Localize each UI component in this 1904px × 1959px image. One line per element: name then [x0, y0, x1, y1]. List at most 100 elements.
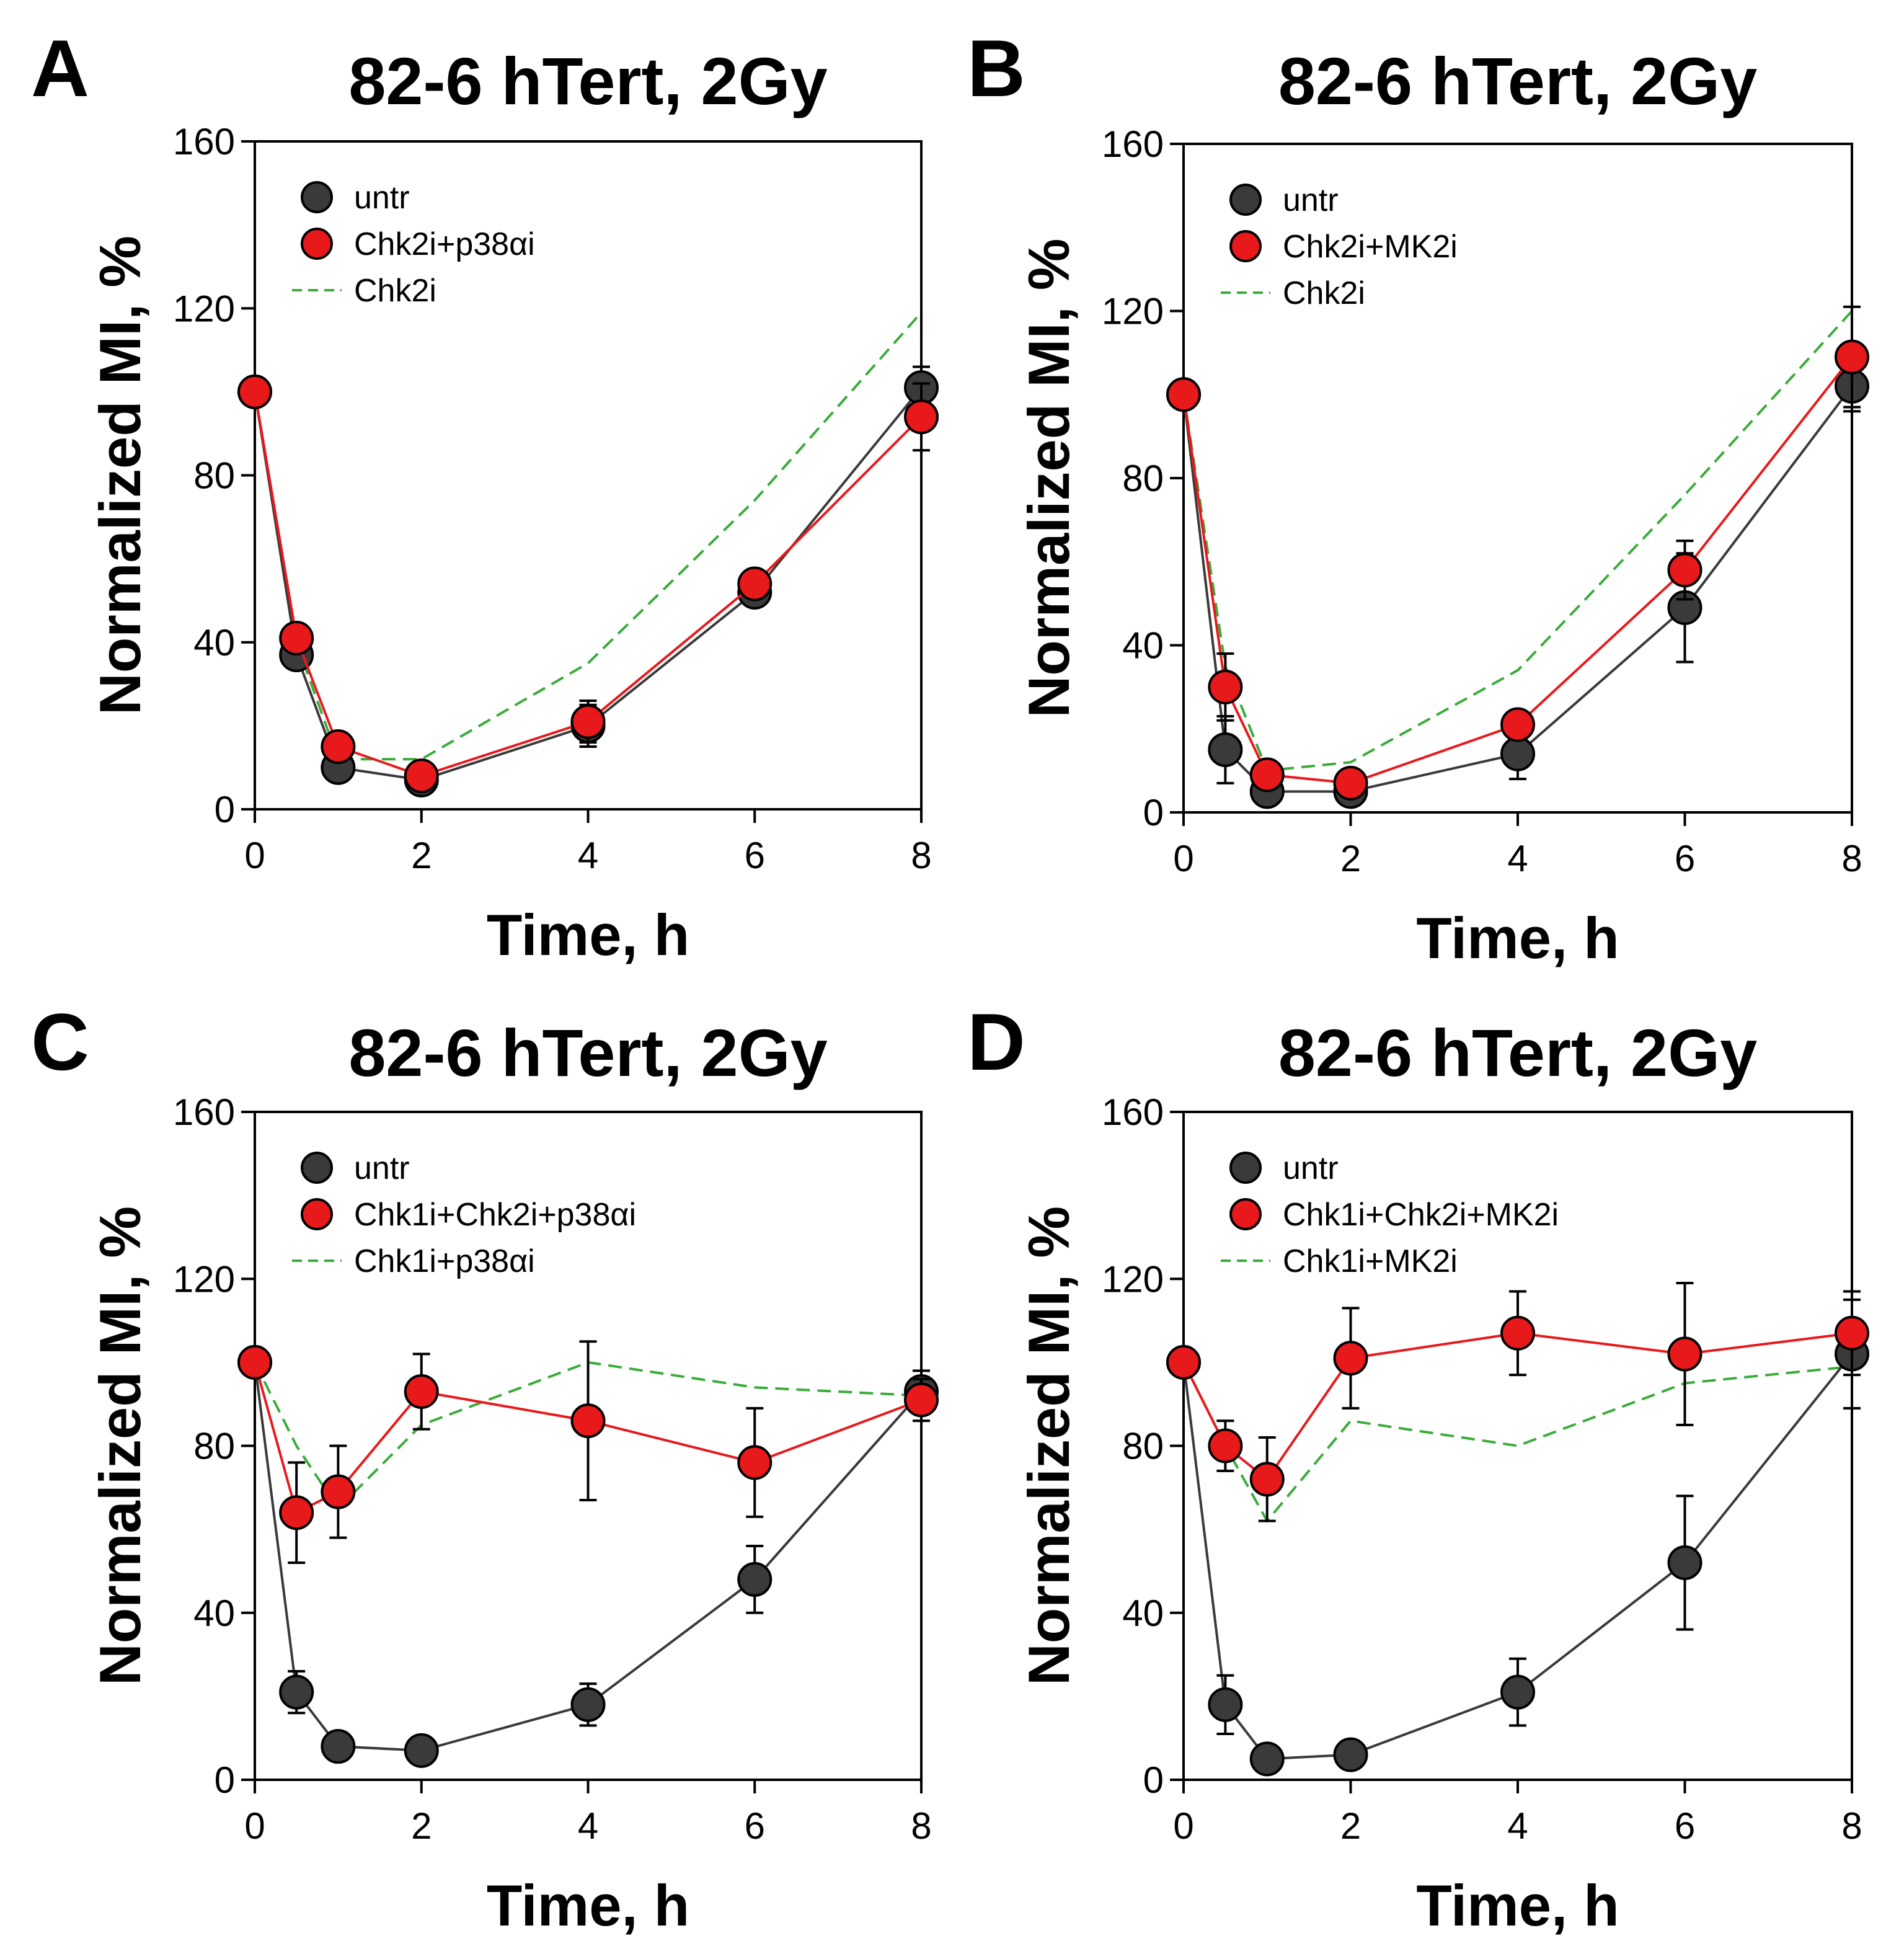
data-point-untr [1667, 1545, 1703, 1580]
data-point-chk1i-chk2i-mk2i [1249, 1462, 1285, 1497]
legend: untr Chk1i+Chk2i+MK2i Chk1i+MK2i [1221, 1150, 1559, 1279]
legend-swatch-chk2i-mk2i [1229, 230, 1262, 262]
data-point-chk2i-p38-i [904, 399, 939, 435]
series-line-chk2i [1182, 310, 1853, 772]
panel-c: C 82-6 hTert, 2Gy 0 40 80 120 160 0 2 4 6 8 Time, h N… [31, 997, 939, 1938]
y-axis-title: Normalized MI, % [1016, 1206, 1081, 1686]
x-axis-title: Time, h [1416, 1873, 1619, 1938]
legend-label: untr [1283, 182, 1339, 218]
x-axis-title: Time, h [1416, 905, 1619, 971]
legend-label: Chk1i+MK2i [1283, 1243, 1458, 1279]
y-tick-label: 120 [1102, 1258, 1164, 1300]
x-tick-label: 0 [1173, 1805, 1193, 1847]
legend-label: Chk2i [354, 273, 436, 309]
data-point-chk2i-mk2i [1333, 765, 1368, 801]
data-point-chk2i-p38-i [279, 621, 314, 656]
x-tick-label: 0 [244, 1805, 265, 1847]
legend-label: untr [1283, 1150, 1339, 1186]
legend-swatch-untr [301, 1152, 333, 1184]
legend-label: untr [354, 180, 410, 216]
legend-swatch-untr [301, 181, 333, 213]
chart-title: 82-6 hTert, 2Gy [1278, 1015, 1757, 1090]
data-point-chk1i-chk2i-mk2i [1208, 1428, 1243, 1464]
legend-swatch-untr [1229, 184, 1262, 216]
data-point-chk1i-chk2i-mk2i [1500, 1315, 1535, 1351]
legend-label: Chk1i+p38αi [354, 1243, 535, 1279]
legend-swatch-chk1i-chk2i-mk2i [1229, 1198, 1262, 1230]
data-point-untr [1500, 1674, 1535, 1710]
data-point-chk1i-chk2i-p38-i [321, 1474, 356, 1509]
legend-swatch-chk2i-p38-i [301, 228, 333, 260]
y-tick-label: 40 [193, 1593, 235, 1634]
data-point-chk2i-mk2i [1208, 669, 1243, 704]
x-tick-label: 6 [745, 1805, 765, 1847]
y-axis-title: Normalized MI, % [87, 1206, 153, 1686]
data-point-chk1i-chk2i-p38-i [737, 1445, 773, 1480]
x-tick-label: 2 [1340, 1805, 1361, 1847]
x-tick-label: 6 [1675, 838, 1695, 879]
data-point-untr [1208, 732, 1243, 767]
data-point-chk2i-p38-i [404, 758, 439, 794]
y-tick-label: 80 [193, 1426, 235, 1467]
y-tick-label: 160 [173, 121, 235, 162]
legend: untr Chk2i+p38αi Chk2i [292, 180, 535, 309]
data-point-untr [570, 1687, 606, 1722]
data-point-untr [404, 1733, 439, 1768]
data-point-chk1i-chk2i-p38-i [237, 1344, 272, 1380]
legend-label: untr [354, 1150, 410, 1186]
y-tick-label: 0 [215, 789, 235, 830]
legend-label: Chk1i+Chk2i+p38αi [354, 1197, 636, 1233]
data-point-untr [737, 1561, 773, 1597]
data-point-untr [1208, 1687, 1243, 1722]
y-tick-label: 160 [1102, 1091, 1164, 1133]
data-point-chk2i-mk2i [1667, 553, 1703, 588]
data-point-untr [321, 1729, 356, 1764]
data-point-chk2i-p38-i [237, 374, 272, 409]
x-tick-label: 4 [578, 1805, 598, 1847]
data-point-chk1i-chk2i-p38-i [279, 1495, 314, 1530]
data-point-chk1i-chk2i-mk2i [1333, 1341, 1368, 1376]
series-chk1i-mk2i [1182, 1361, 1853, 1524]
panel-a: A 82-6 hTert, 2Gy 0 40 80 120 160 0 2 4 6 8 Time, h N… [31, 23, 939, 967]
legend: untr Chk1i+Chk2i+p38αi Chk1i+p38αi [292, 1150, 636, 1279]
data-point-chk1i-chk2i-mk2i [1667, 1336, 1703, 1372]
legend-label: Chk2i [1283, 275, 1365, 311]
chart-title: 82-6 hTert, 2Gy [348, 43, 827, 118]
series-chk1i-chk2i-mk2i [1166, 1281, 1869, 1522]
panel-d: D 82-6 hTert, 2Gy 0 40 80 120 160 0 2 4 6 8 Time, h N… [967, 997, 1869, 1938]
x-tick-label: 4 [578, 835, 598, 876]
y-tick-label: 120 [173, 1258, 235, 1300]
series-chk2i-mk2i [1166, 305, 1869, 801]
data-point-chk2i-p38-i [737, 566, 773, 602]
y-tick-label: 120 [173, 288, 235, 329]
panel-letter: D [967, 997, 1025, 1087]
data-point-chk1i-chk2i-mk2i [1166, 1344, 1201, 1380]
x-tick-label: 6 [1675, 1805, 1695, 1847]
chart-title: 82-6 hTert, 2Gy [1278, 43, 1757, 118]
data-point-untr [1249, 1741, 1285, 1777]
y-tick-label: 40 [1122, 625, 1164, 667]
series-line-chk2i [254, 311, 923, 761]
data-point-untr [1333, 1737, 1368, 1772]
series-line-chk1i-mk2i [1182, 1361, 1853, 1524]
y-tick-label: 80 [193, 455, 235, 497]
data-point-chk1i-chk2i-p38-i [404, 1374, 439, 1409]
legend: untr Chk2i+MK2i Chk2i [1221, 182, 1458, 311]
data-point-chk2i-mk2i [1500, 707, 1535, 742]
y-axis-title: Normalized MI, % [87, 236, 153, 715]
x-tick-label: 8 [911, 1805, 931, 1847]
y-tick-label: 40 [193, 622, 235, 664]
data-point-chk2i-mk2i [1166, 377, 1201, 412]
x-axis-title: Time, h [487, 1873, 689, 1938]
panel-letter: B [967, 23, 1025, 113]
data-point-chk2i-p38-i [570, 704, 606, 739]
x-tick-label: 4 [1507, 838, 1528, 879]
legend-label: Chk1i+Chk2i+MK2i [1283, 1197, 1559, 1233]
series-chk1i-chk2i-p38-i [237, 1340, 939, 1564]
y-axis-title: Normalized MI, % [1016, 238, 1081, 717]
panel-b: B 82-6 hTert, 2Gy 0 40 80 120 160 0 2 4 6 8 Time, h N… [967, 23, 1869, 971]
data-point-untr [1500, 736, 1535, 771]
x-tick-label: 8 [1841, 838, 1862, 879]
legend-swatch-untr [1229, 1152, 1262, 1184]
